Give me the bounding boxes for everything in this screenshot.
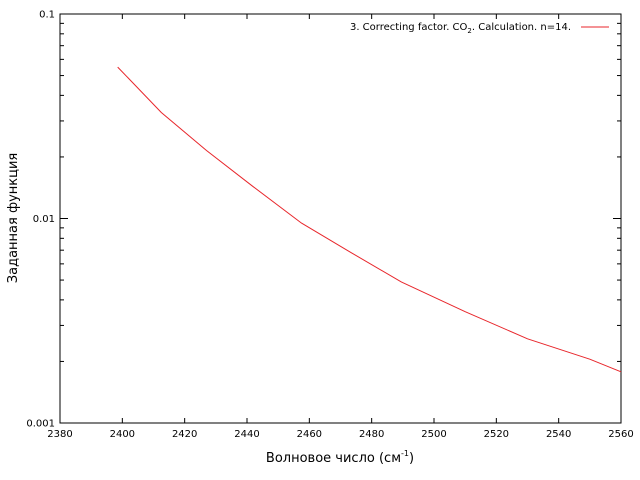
x-axis: 2380 2400 2420 2440 2460 2480 2500 2520 2540 2560: [47, 14, 634, 440]
legend: 3. Correcting factor. CO2. Calculation. …: [350, 22, 609, 35]
x-tick-label: 2560: [608, 429, 633, 440]
x-tick-label: 2460: [297, 429, 322, 440]
y-tick-label: 0.001: [26, 419, 55, 430]
y-tick-label: 0.01: [33, 214, 55, 225]
plot-area: [59, 13, 622, 424]
x-tick-label: 2440: [234, 429, 259, 440]
series-line: [117, 66, 622, 373]
x-tick-label: 2480: [359, 429, 384, 440]
y-axis-title: Заданная функция: [6, 153, 21, 283]
x-tick-label: 2400: [110, 429, 135, 440]
x-tick-label: 2500: [421, 429, 446, 440]
y-axis: 0.001 0.01 0.1: [26, 10, 621, 430]
legend-entry-label: 3. Correcting factor. CO2. Calculation. …: [350, 22, 571, 35]
x-axis-title: Волновое число (см-1): [266, 449, 414, 466]
series-group: [117, 66, 622, 373]
x-tick-label: 2540: [546, 429, 571, 440]
x-tick-label: 2520: [484, 429, 509, 440]
x-tick-label: 2380: [47, 429, 72, 440]
plot-frame: [59, 13, 622, 424]
x-tick-label: 2420: [172, 429, 197, 440]
y-tick-label: 0.1: [39, 10, 55, 21]
